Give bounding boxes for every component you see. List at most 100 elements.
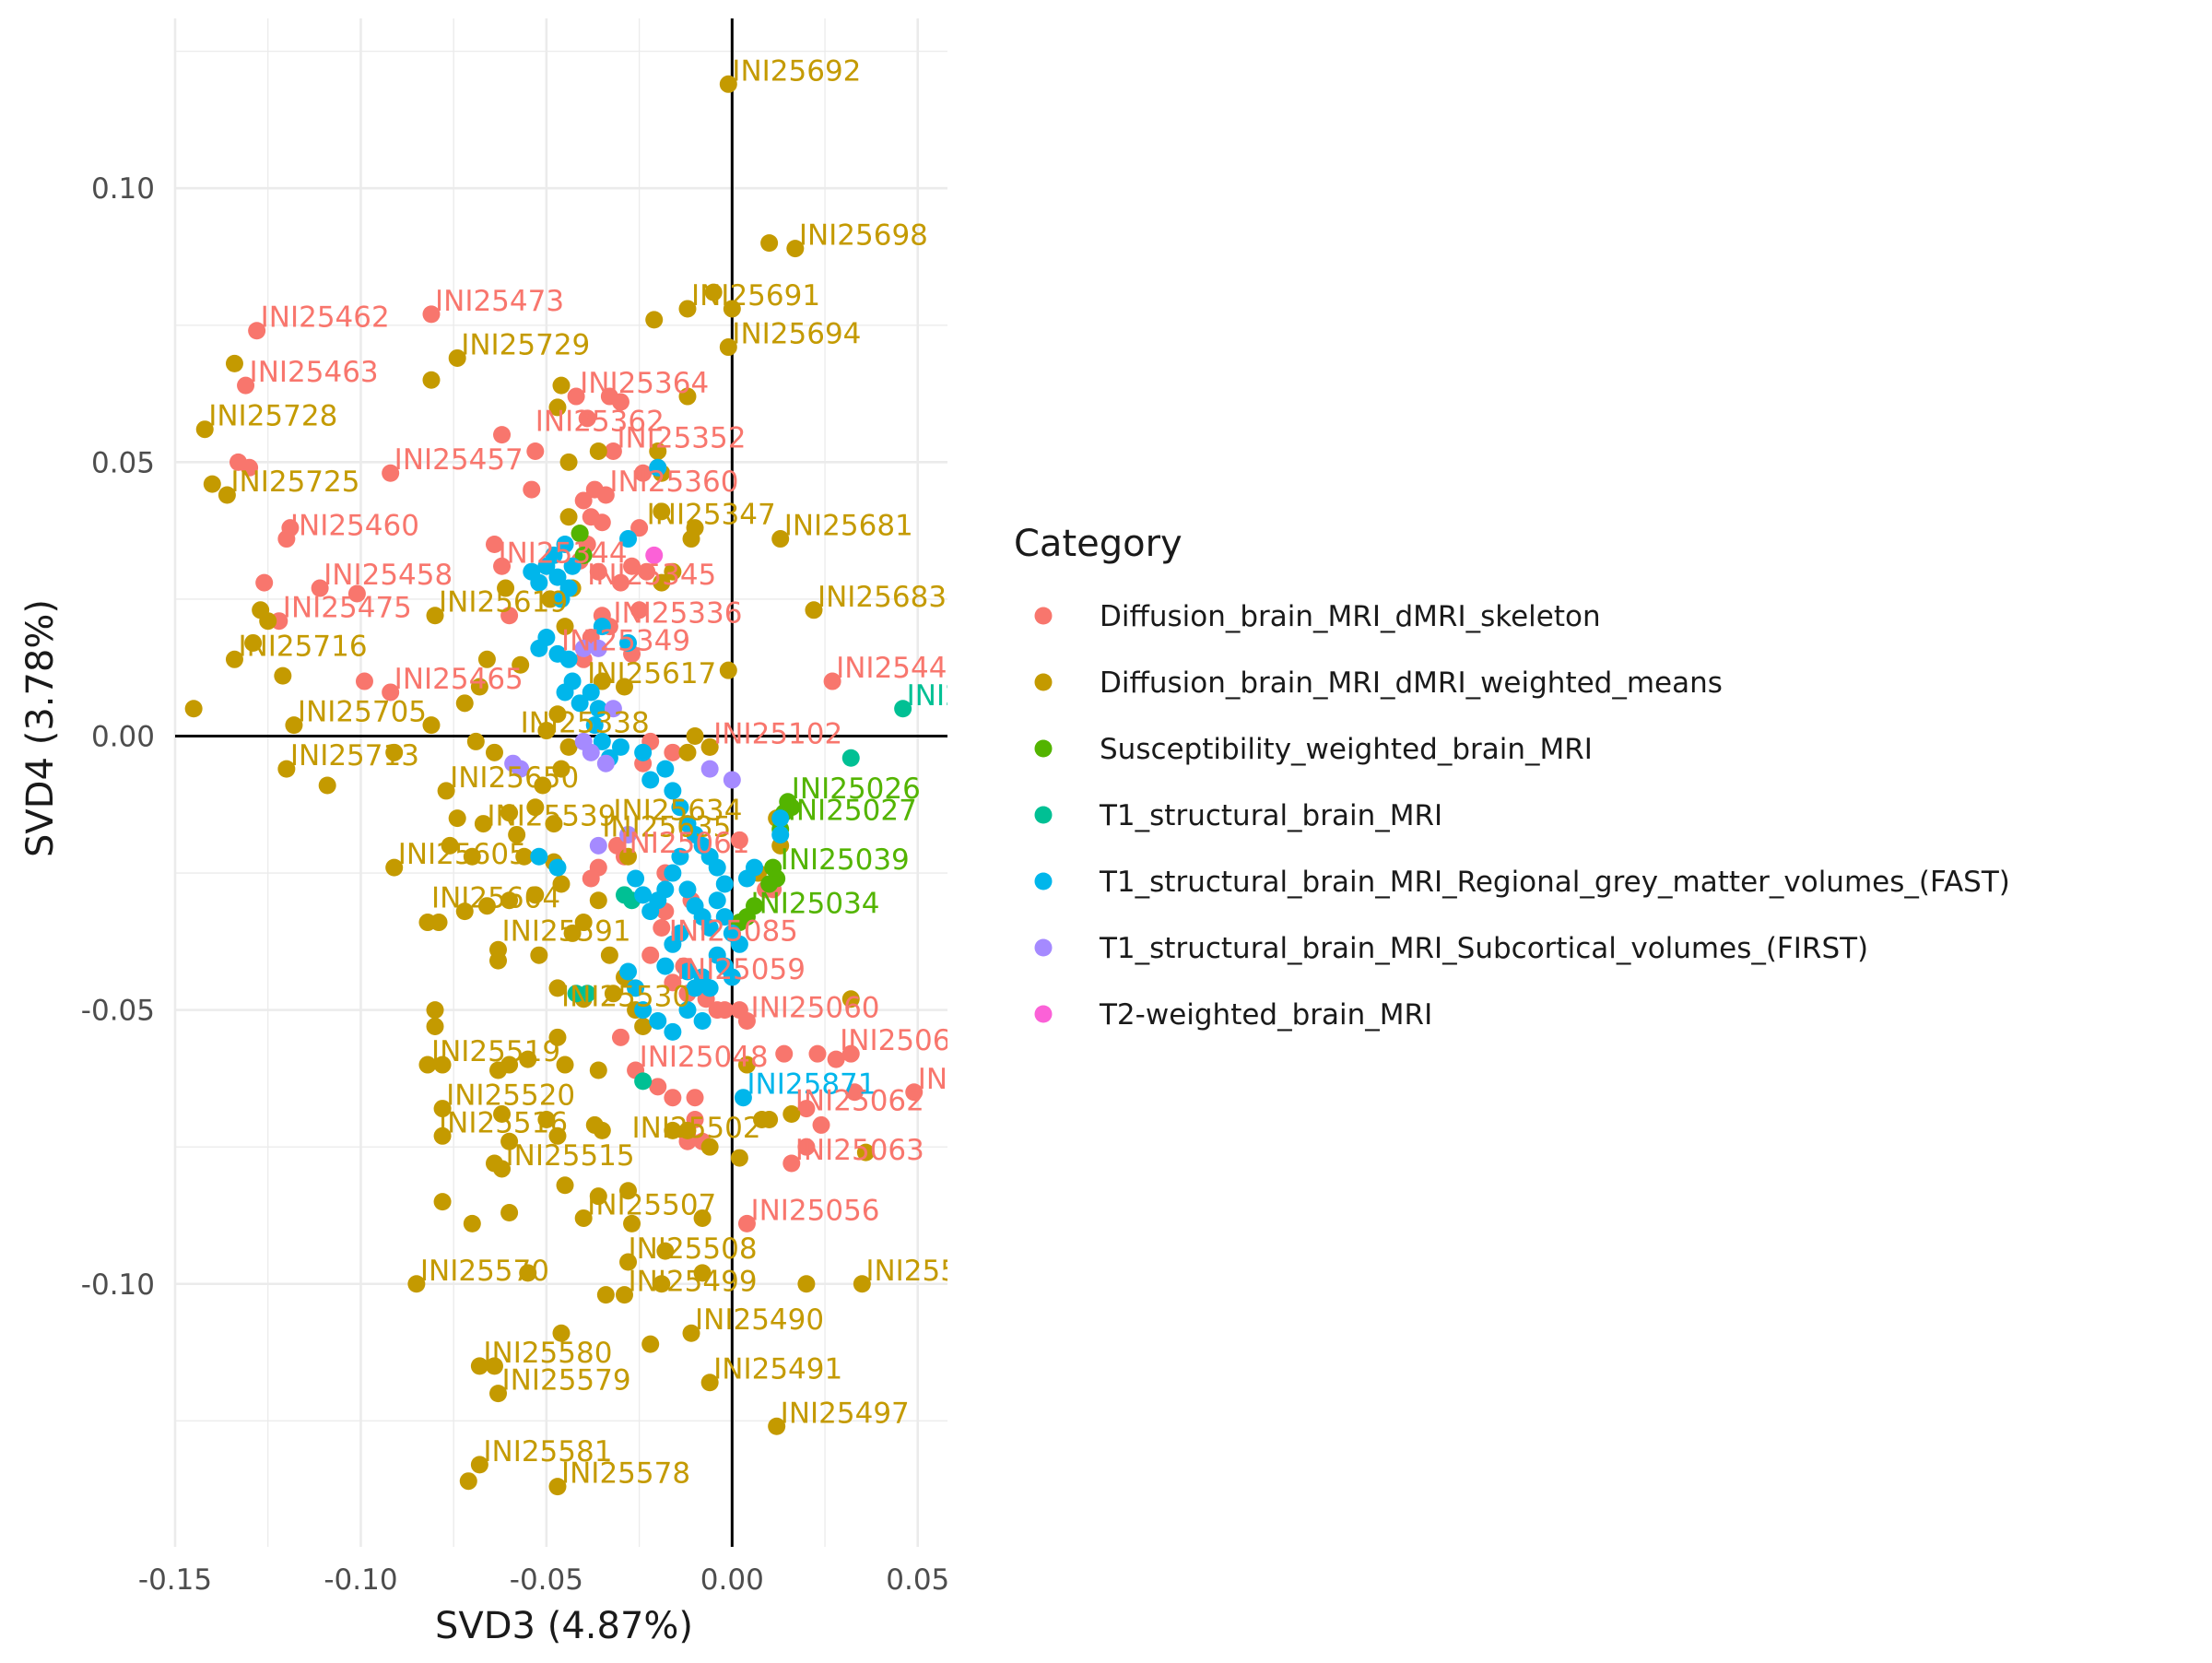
legend-item: Susceptibility_weighted_brain_MRI <box>1034 733 1593 766</box>
data-point <box>593 513 611 532</box>
data-point <box>782 798 801 817</box>
legend-key <box>1034 607 1053 625</box>
data-point <box>418 1056 437 1074</box>
data-point <box>485 535 503 553</box>
data-point <box>559 650 578 668</box>
y-axis-title: SVD4 (3.78%) <box>19 599 62 857</box>
data-point <box>463 847 481 866</box>
data-point <box>653 1275 671 1293</box>
data-point <box>715 908 734 926</box>
data-point <box>656 957 675 975</box>
data-point <box>623 557 641 575</box>
point-label: INI25681 <box>784 510 913 543</box>
point-label: INI25362 <box>535 406 665 439</box>
point-label: INI25048 <box>640 1041 769 1074</box>
data-point <box>259 612 277 631</box>
data-point <box>582 683 600 702</box>
point-label: INI25691 <box>691 279 820 313</box>
data-point <box>500 804 519 822</box>
data-point <box>641 1335 660 1353</box>
data-point <box>237 376 255 395</box>
data-point <box>556 683 574 702</box>
data-point <box>678 880 697 899</box>
data-point <box>571 694 589 713</box>
point-label: INI25473 <box>435 285 564 318</box>
data-point <box>347 584 366 603</box>
data-point <box>664 1022 682 1041</box>
data-point <box>845 1083 864 1102</box>
data-point <box>277 760 296 778</box>
data-point <box>574 1209 593 1227</box>
data-point <box>619 1182 638 1200</box>
data-point <box>537 1110 556 1128</box>
data-point <box>556 535 574 553</box>
data-point <box>437 782 455 800</box>
data-point <box>526 798 545 817</box>
data-point <box>534 776 552 795</box>
data-point <box>634 886 653 904</box>
data-point <box>641 946 660 964</box>
data-points <box>184 75 924 1496</box>
data-point <box>664 782 682 800</box>
data-point <box>530 573 548 592</box>
data-point <box>615 678 633 696</box>
series-1 <box>184 75 875 1496</box>
legend-item: Diffusion_brain_MRI_dMRI_skeleton <box>1034 600 1601 633</box>
point-label: INI25475 <box>283 592 412 625</box>
point-label: INI25499 <box>628 1266 757 1299</box>
data-point <box>678 962 697 981</box>
point-label: INI25364 <box>580 367 709 400</box>
data-point <box>548 705 567 724</box>
point-label: INI25500 <box>865 1255 994 1288</box>
point-label: INI25728 <box>208 400 337 433</box>
data-point <box>433 1056 452 1074</box>
data-point <box>611 1028 629 1046</box>
data-point <box>548 979 567 997</box>
data-point <box>653 918 671 937</box>
data-point <box>746 858 763 877</box>
data-point <box>470 1357 488 1375</box>
x-tick-label: 0.05 <box>886 1563 949 1597</box>
point-label: INI25497 <box>781 1397 910 1430</box>
x-tick-label: 0.00 <box>700 1563 764 1597</box>
data-point <box>582 869 600 888</box>
data-point <box>737 1012 756 1031</box>
data-point <box>589 836 607 855</box>
data-point <box>730 831 748 849</box>
point-label: INI25039 <box>781 843 910 877</box>
data-point <box>678 743 697 761</box>
data-point <box>548 858 567 877</box>
point-label: INI25085 <box>669 914 798 948</box>
data-point <box>548 1028 567 1046</box>
data-point <box>649 1012 667 1031</box>
data-point <box>485 743 503 761</box>
data-point <box>382 683 400 702</box>
legend-label: T1_structural_brain_MRI <box>1099 799 1442 832</box>
legend-item: Diffusion_brain_MRI_dMRI_weighted_means <box>1034 666 1723 700</box>
data-point <box>619 962 638 981</box>
data-point <box>537 629 556 647</box>
data-point <box>630 601 649 619</box>
data-point <box>530 847 548 866</box>
data-point <box>559 579 578 597</box>
point-label: INI25650 <box>450 761 579 795</box>
data-point <box>593 1121 611 1139</box>
data-point <box>477 897 496 915</box>
point-label: INI25027 <box>788 795 917 828</box>
point-label: INI25698 <box>799 219 928 253</box>
point-label: INI25705 <box>298 696 427 729</box>
data-point <box>563 924 582 942</box>
data-point <box>563 557 582 575</box>
data-point <box>768 1417 786 1435</box>
data-point <box>700 1374 719 1392</box>
data-point <box>708 858 726 877</box>
y-tick-label: 0.00 <box>91 720 155 753</box>
legend-title: Category <box>1014 523 1182 565</box>
data-point <box>630 519 649 537</box>
data-point <box>274 666 292 685</box>
data-point <box>593 672 611 690</box>
data-point <box>500 891 519 910</box>
data-point <box>619 633 638 652</box>
